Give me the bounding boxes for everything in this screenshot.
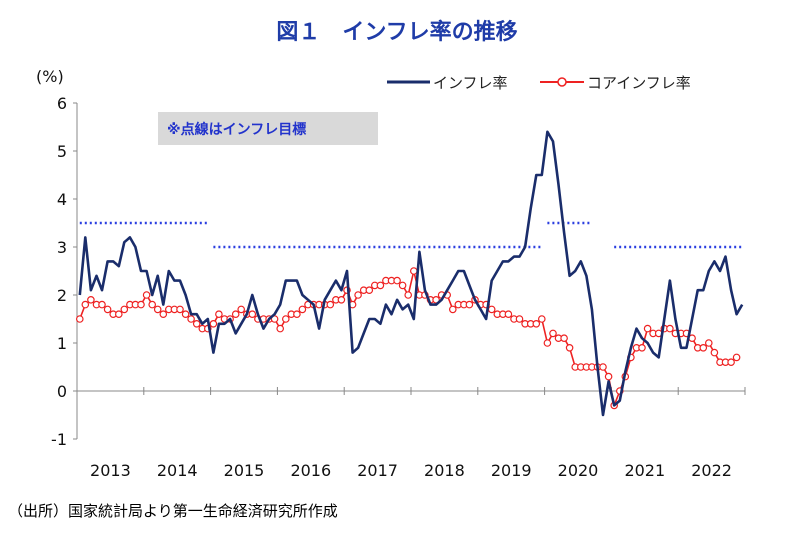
core-inflation-point [98, 300, 106, 309]
y-tick-label: 2 [57, 286, 67, 305]
core-inflation-point [599, 363, 607, 371]
target-note-text: ※点線はインフレ目標 [167, 121, 306, 138]
core-inflation-point [504, 310, 513, 319]
core-inflation-point [354, 291, 362, 299]
core-inflation-point [326, 300, 335, 309]
core-inflation-point [276, 324, 285, 333]
x-tick-label: 2014 [157, 461, 198, 480]
core-inflation-point [337, 295, 346, 304]
core-inflation-point [103, 305, 112, 314]
core-inflation-point [543, 339, 552, 347]
core-inflation-point [281, 315, 290, 323]
legend-core-marker [557, 77, 567, 87]
series-line-core-inflation [79, 270, 738, 409]
core-inflation-point [137, 300, 145, 309]
x-tick-label: 2022 [691, 461, 732, 480]
x-tick-label: 2021 [624, 461, 665, 480]
core-inflation-point [409, 267, 418, 275]
y-tick-label: 5 [57, 142, 67, 161]
core-inflation-point [365, 286, 374, 295]
series [76, 130, 744, 417]
x-tick-label: 2020 [558, 461, 599, 480]
core-inflation-point [537, 315, 546, 323]
x-tick-label: 2016 [290, 461, 331, 480]
core-inflation-point [120, 305, 129, 314]
chart-title: 図１ インフレ率の推移 [276, 20, 518, 45]
target-lines [79, 221, 743, 249]
y-tick-label: 4 [57, 190, 67, 209]
x-tick-label: 2017 [357, 461, 398, 480]
core-inflation-point [231, 310, 240, 319]
core-inflation-point [515, 315, 524, 323]
y-tick-label: 3 [57, 238, 67, 257]
core-inflation-point [76, 315, 84, 323]
core-inflation-point [487, 305, 496, 314]
core-inflation-point [604, 372, 613, 381]
source-note: （出所）国家統計局より第一生命経済研究所作成 [8, 502, 338, 520]
core-inflation-point [298, 305, 307, 314]
core-inflation-point [237, 305, 246, 314]
core-inflation-point [666, 324, 674, 333]
target-note-background [158, 112, 378, 145]
core-inflation-point [549, 329, 557, 338]
core-inflation-point [638, 343, 646, 352]
core-inflation-point [699, 343, 708, 352]
core-inflation-point [176, 305, 184, 314]
core-inflation-point [187, 315, 195, 323]
core-inflation-point [404, 291, 413, 299]
core-inflation-point [643, 324, 652, 333]
axes: (%) 6 5 4 3 2 1 0 -1 2013 2014 2015 2016 2017 2018 2019… [36, 67, 746, 480]
y-tick-label: 6 [57, 94, 67, 113]
y-unit-label: (%) [36, 67, 64, 86]
core-inflation-point [215, 310, 223, 319]
core-inflation-point [448, 305, 457, 314]
core-inflation-point [727, 358, 735, 367]
legend-core-label: コアインフレ率 [587, 74, 691, 92]
legend-inflation-label: インフレ率 [433, 74, 508, 92]
core-inflation-point [710, 348, 719, 357]
core-inflation-point [159, 310, 168, 319]
core-inflation-point [293, 310, 301, 319]
core-inflation-point [376, 281, 385, 290]
x-tick-label: 2013 [90, 461, 131, 480]
series-line-inflation [78, 130, 744, 417]
core-inflation-point [181, 310, 190, 319]
x-tick-label: 2015 [224, 461, 265, 480]
core-inflation-point [398, 281, 407, 290]
core-inflation-point [560, 334, 568, 343]
core-inflation-point [148, 300, 157, 309]
core-inflation-point [209, 319, 218, 328]
y-tick-label: -1 [51, 430, 67, 449]
core-inflation-point [192, 319, 201, 328]
core-inflation-point [153, 305, 162, 314]
core-inflation-point [87, 295, 95, 304]
legend: インフレ率 コアインフレ率 [387, 74, 691, 92]
core-inflation-point [115, 310, 123, 319]
core-inflation-point [142, 291, 151, 299]
x-tick-label: 2018 [424, 461, 465, 480]
core-inflation-point [393, 276, 401, 285]
core-inflation-point [565, 343, 574, 352]
y-tick-label: 1 [57, 334, 67, 353]
core-inflation-point [532, 319, 541, 328]
target-note-box: ※点線はインフレ目標 [158, 112, 378, 145]
core-inflation-point [465, 300, 474, 309]
core-inflation-point [248, 310, 257, 319]
core-inflation-point [732, 353, 741, 362]
x-tick-label: 2019 [491, 461, 532, 480]
core-inflation-point [704, 339, 713, 347]
y-tick-label: 0 [57, 382, 67, 401]
core-inflation-point [81, 300, 90, 309]
